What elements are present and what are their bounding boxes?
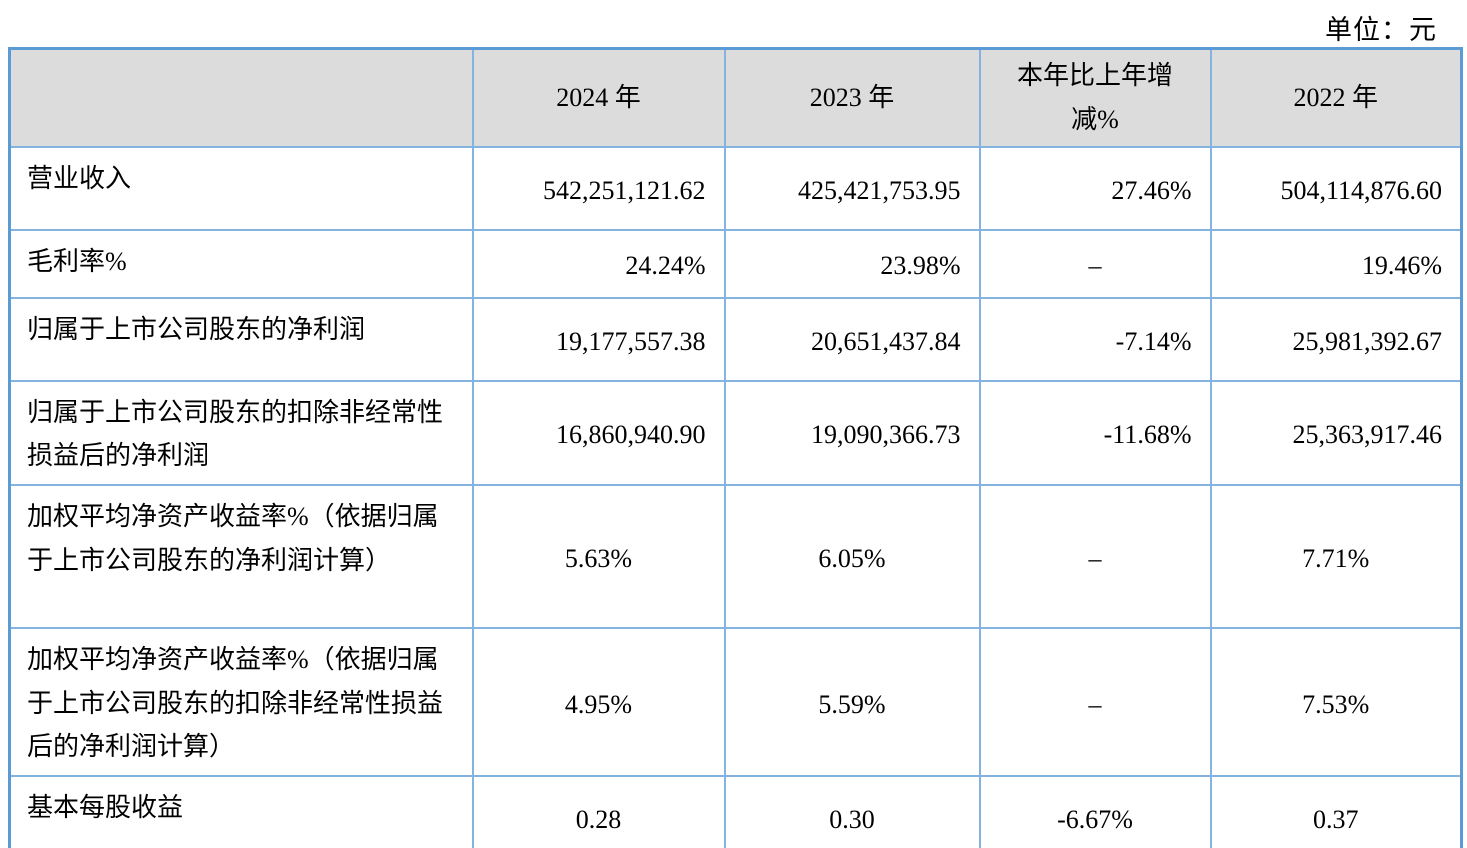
table-row: 营业收入 542,251,121.62 425,421,753.95 27.46…	[8, 145, 1463, 231]
cell-2022-value: 504,114,876.60	[1209, 145, 1463, 231]
cell-2022-value: 0.37	[1209, 774, 1463, 848]
cell-2022-value: 25,363,917.46	[1209, 379, 1463, 486]
cell-2024-value: 16,860,940.90	[471, 379, 726, 486]
cell-change-value: –	[978, 228, 1212, 299]
header-cell-2023: 2023 年	[723, 47, 981, 148]
cell-2024-value: 19,177,557.38	[471, 296, 726, 382]
cell-2023-value: 19,090,366.73	[723, 379, 981, 486]
cell-change-value: -11.68%	[978, 379, 1212, 486]
header-cell-label	[8, 47, 474, 148]
cell-2023-value: 5.59%	[723, 626, 981, 777]
cell-2024-value: 24.24%	[471, 228, 726, 299]
table-row: 加权平均净资产收益率%（依据归属于上市公司股东的扣除非经常性损益后的净利润计算）…	[8, 626, 1463, 777]
cell-2022-value: 25,981,392.67	[1209, 296, 1463, 382]
cell-2023-value: 23.98%	[723, 228, 981, 299]
cell-2024-value: 542,251,121.62	[471, 145, 726, 231]
header-cell-2022: 2022 年	[1209, 47, 1463, 148]
table-row: 毛利率% 24.24% 23.98% – 19.46%	[8, 228, 1463, 299]
cell-2023-value: 20,651,437.84	[723, 296, 981, 382]
cell-2023-value: 6.05%	[723, 483, 981, 629]
cell-change-value: -6.67%	[978, 774, 1212, 848]
cell-change-value: 27.46%	[978, 145, 1212, 231]
row-label: 营业收入	[8, 145, 474, 231]
cell-change-value: –	[978, 626, 1212, 777]
row-label: 加权平均净资产收益率%（依据归属于上市公司股东的扣除非经常性损益后的净利润计算）	[8, 626, 474, 777]
table-row: 基本每股收益 0.28 0.30 -6.67% 0.37	[8, 774, 1463, 848]
header-cell-change-text: 本年比上年增减%	[1016, 61, 1173, 134]
row-label: 归属于上市公司股东的净利润	[8, 296, 474, 382]
row-label: 基本每股收益	[8, 774, 474, 848]
table-row: 归属于上市公司股东的扣除非经常性损益后的净利润 16,860,940.90 19…	[8, 379, 1463, 486]
cell-2024-value: 5.63%	[471, 483, 726, 629]
row-label: 归属于上市公司股东的扣除非经常性损益后的净利润	[8, 379, 474, 486]
row-label: 毛利率%	[8, 228, 474, 299]
cell-2024-value: 0.28	[471, 774, 726, 848]
row-label: 加权平均净资产收益率%（依据归属于上市公司股东的净利润计算）	[8, 483, 474, 629]
table-row: 加权平均净资产收益率%（依据归属于上市公司股东的净利润计算） 5.63% 6.0…	[8, 483, 1463, 629]
financial-summary-table: 2024 年 2023 年 本年比上年增减% 2022 年 营业收入 542,2…	[8, 47, 1463, 848]
table-row: 归属于上市公司股东的净利润 19,177,557.38 20,651,437.8…	[8, 296, 1463, 382]
table-header-row: 2024 年 2023 年 本年比上年增减% 2022 年	[8, 47, 1463, 148]
cell-change-value: -7.14%	[978, 296, 1212, 382]
cell-2024-value: 4.95%	[471, 626, 726, 777]
cell-2023-value: 0.30	[723, 774, 981, 848]
header-cell-2024: 2024 年	[471, 47, 726, 148]
cell-change-value: –	[978, 483, 1212, 629]
cell-2023-value: 425,421,753.95	[723, 145, 981, 231]
header-cell-change: 本年比上年增减%	[978, 47, 1212, 148]
cell-2022-value: 7.71%	[1209, 483, 1463, 629]
unit-label: 单位：元	[1325, 15, 1437, 45]
cell-2022-value: 7.53%	[1209, 626, 1463, 777]
cell-2022-value: 19.46%	[1209, 228, 1463, 299]
